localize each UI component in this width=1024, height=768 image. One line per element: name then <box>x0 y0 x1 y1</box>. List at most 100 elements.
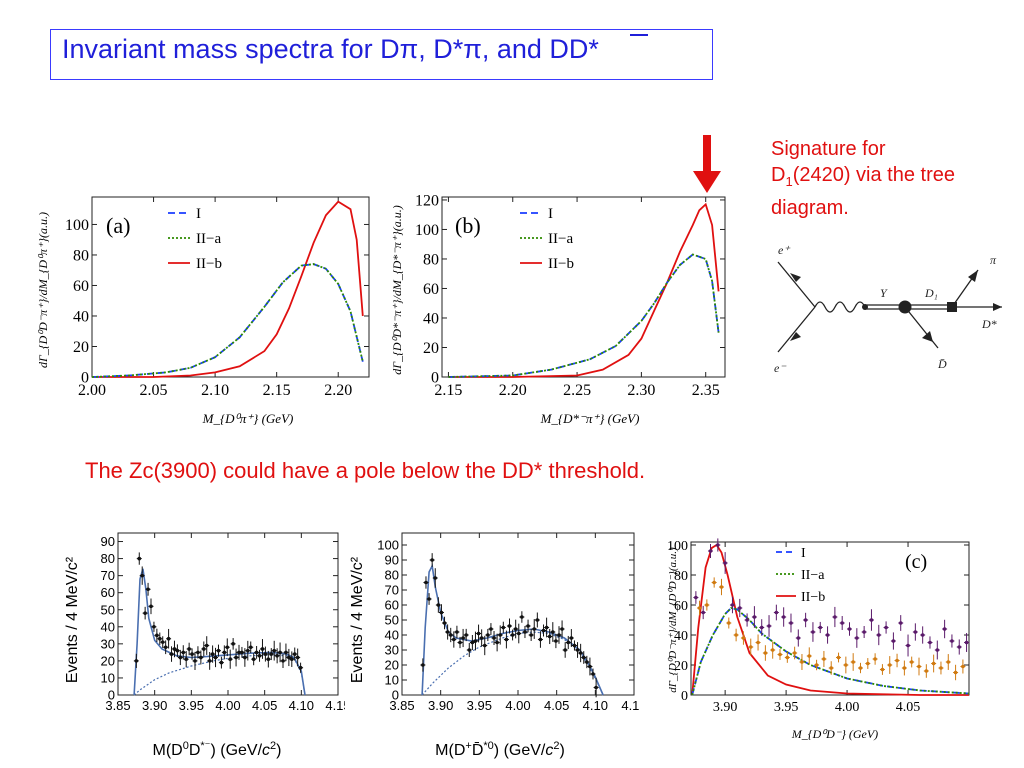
point-marker <box>833 615 837 619</box>
legend-c: I II−a II−b <box>776 546 825 605</box>
data-point <box>242 648 248 667</box>
point-marker <box>187 647 191 651</box>
point-marker <box>876 633 881 637</box>
data-point <box>806 647 812 665</box>
x-tick-label: 4.10 <box>289 698 314 713</box>
x-axis-label-zc1: M(D0D*⁻) (GeV/c2) <box>152 740 281 759</box>
y-tick-label: 20 <box>73 339 89 356</box>
point-marker <box>701 610 705 615</box>
point-marker <box>470 640 475 645</box>
series-line <box>91 263 364 378</box>
data-point <box>814 659 820 671</box>
point-marker <box>572 643 577 648</box>
point-marker <box>134 659 139 663</box>
y-tick-label: 20 <box>101 653 115 668</box>
legend-label-IIa: II−a <box>548 231 573 247</box>
x-tick-label: 3.85 <box>105 698 130 713</box>
data-point <box>593 677 599 698</box>
point-marker <box>495 640 499 645</box>
title-overbar <box>630 34 648 36</box>
point-marker <box>560 627 564 631</box>
data-point <box>491 630 497 646</box>
point-marker <box>163 645 168 650</box>
data-point <box>180 645 186 660</box>
data-point <box>568 629 574 647</box>
point-marker <box>237 650 241 655</box>
point-marker <box>275 653 279 658</box>
point-marker <box>822 657 826 661</box>
point-marker <box>748 645 753 649</box>
x-tick-label: 4.00 <box>215 698 240 713</box>
point-marker <box>547 634 552 639</box>
data-point <box>503 630 509 649</box>
data-point <box>740 631 746 645</box>
y-tick-label: 80 <box>423 252 439 269</box>
data-point <box>934 640 940 660</box>
y-tick-label: 50 <box>101 602 115 617</box>
data-point <box>931 654 937 673</box>
label-e-minus: e⁻ <box>774 361 787 375</box>
data-point <box>700 605 706 620</box>
data-point <box>909 656 915 668</box>
page-title: Invariant mass spectra for Dπ, D*π, and … <box>62 34 599 64</box>
point-marker <box>516 631 521 636</box>
x-tick-label: 2.35 <box>692 382 720 399</box>
data-point <box>854 628 860 648</box>
series-line <box>448 202 720 378</box>
data-point <box>905 634 911 657</box>
y-tick-label: 40 <box>674 629 688 644</box>
data-point <box>578 643 584 663</box>
data-point <box>283 643 289 662</box>
point-marker <box>427 597 431 601</box>
data-point <box>259 639 265 659</box>
point-marker <box>591 672 595 676</box>
data-point <box>872 653 878 665</box>
point-marker <box>796 636 801 640</box>
point-marker <box>858 666 863 670</box>
point-marker <box>865 661 870 666</box>
data-point <box>186 642 192 656</box>
y-tick-label: 0 <box>108 688 115 703</box>
point-marker <box>219 660 224 665</box>
y-tick-label: 60 <box>101 585 115 600</box>
point-marker <box>803 618 808 622</box>
x-tick-label: 4.00 <box>505 698 530 713</box>
data-point <box>448 627 454 643</box>
point-marker <box>442 621 447 625</box>
panel-label-c: (c) <box>905 551 927 573</box>
point-marker <box>204 643 209 648</box>
point-marker <box>248 645 253 650</box>
point-marker <box>246 648 250 653</box>
point-marker <box>479 636 484 640</box>
point-marker <box>158 636 162 641</box>
annotation-line-1: Signature for <box>771 138 886 160</box>
point-marker <box>538 637 543 642</box>
point-marker <box>458 640 462 645</box>
data-point <box>839 616 845 630</box>
x-tick-label: 2.20 <box>324 382 352 399</box>
data-point <box>204 636 210 655</box>
data-point <box>207 651 213 670</box>
point-marker <box>196 650 200 655</box>
point-marker <box>898 621 903 625</box>
point-marker <box>829 666 834 670</box>
point-marker <box>520 615 524 619</box>
x-tick-label: 4.05 <box>896 700 921 715</box>
y-tick-label: 80 <box>385 568 399 583</box>
data-point <box>277 642 283 663</box>
data-point <box>693 591 699 604</box>
x-tick-label: 3.95 <box>467 698 492 713</box>
data-point <box>847 622 853 636</box>
data-point <box>201 641 207 657</box>
y-tick-label: 0 <box>681 689 688 704</box>
background-curve <box>133 654 306 696</box>
annotation-line-3: diagram. <box>771 197 849 219</box>
x-tick-label: 2.25 <box>563 382 591 399</box>
data-point <box>744 613 750 627</box>
data-point <box>784 652 790 663</box>
point-marker <box>563 648 567 652</box>
data-point <box>828 661 834 675</box>
y-tick-label: 80 <box>73 248 89 265</box>
data-point <box>953 664 959 681</box>
y-tick-label: 10 <box>385 673 399 688</box>
